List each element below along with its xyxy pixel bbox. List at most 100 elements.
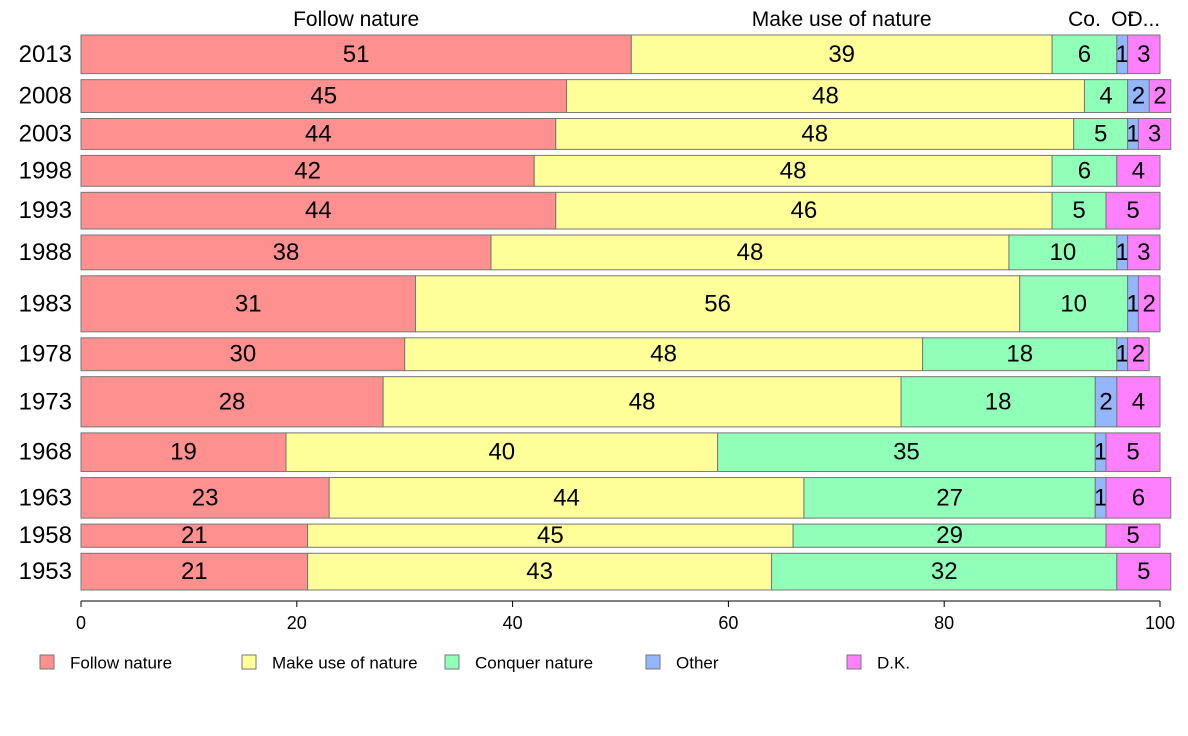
bar-segment <box>1073 117 1129 150</box>
bar-row: 45 48 4 2 2 <box>80 79 1172 113</box>
data-label: 5 <box>1137 558 1150 585</box>
bar-segment <box>490 234 1010 271</box>
data-label: 4 <box>1132 388 1145 415</box>
bar-segment <box>80 275 416 333</box>
legend-label: Other <box>676 654 719 673</box>
bar-segment <box>630 34 1053 75</box>
data-label: 6 <box>1078 41 1091 68</box>
legend-swatch <box>39 654 55 670</box>
data-label: 5 <box>1094 120 1107 147</box>
y-tick-label: 1968 <box>19 439 72 466</box>
y-tick-label: 1963 <box>19 484 72 511</box>
bar-segment <box>285 432 719 473</box>
bar-segment <box>80 79 568 113</box>
legend: Follow nature Make use of nature Conquer n… <box>39 654 910 673</box>
y-tick-label: 1958 <box>19 522 72 549</box>
data-label: 28 <box>219 388 246 415</box>
bar-segment <box>1051 154 1118 187</box>
data-label: 48 <box>801 120 828 147</box>
bar-row: 23 44 27 1 6 <box>80 477 1172 519</box>
legend-swatch <box>846 654 862 670</box>
bar-row: 28 48 18 2 4 <box>80 376 1161 428</box>
data-label: 51 <box>343 41 370 68</box>
data-label: 38 <box>273 239 300 266</box>
data-label: 39 <box>828 41 855 68</box>
data-label: 48 <box>650 341 677 368</box>
bar-segment <box>80 154 535 187</box>
data-label: 23 <box>192 484 219 511</box>
data-label: 18 <box>985 388 1012 415</box>
bar-segment <box>80 117 557 150</box>
data-label: 48 <box>812 83 839 110</box>
bar-segment <box>1008 234 1118 271</box>
bar-row: 44 48 5 1 3 <box>80 117 1172 150</box>
data-label: 21 <box>181 522 208 549</box>
y-tick-label: 1983 <box>19 290 72 317</box>
y-tick-label: 2013 <box>19 41 72 68</box>
data-label: 35 <box>893 439 920 466</box>
bar-segment <box>80 477 330 519</box>
y-axis-labels: 2013 2008 2003 1998 1993 1988 1983 1978 1973 1968… <box>19 41 72 585</box>
data-label: 5 <box>1126 197 1139 224</box>
bar-segment <box>1105 191 1161 230</box>
data-label: 1 <box>1116 341 1129 368</box>
data-label: 48 <box>737 239 764 266</box>
bar-segment <box>566 79 1085 113</box>
bar-segment <box>1137 117 1172 150</box>
bar-segment <box>1116 376 1161 428</box>
bar-segment <box>382 376 902 428</box>
data-label: 2 <box>1153 83 1166 110</box>
bar-segment <box>771 552 1118 591</box>
legend-label: Make use of nature <box>272 654 418 673</box>
bar-segment <box>80 432 287 473</box>
bar-segment <box>80 234 492 271</box>
bars-area: 51 39 6 1 345 48 4 2 244 48 5 1 342 48 6 444 46 5 538 48 10 1… <box>80 34 1172 591</box>
bar-segment <box>1105 477 1172 519</box>
legend-swatch <box>241 654 257 670</box>
bar-row: 31 56 10 1 2 <box>80 275 1161 333</box>
bar-segment <box>1137 275 1161 333</box>
legend-label: D.K. <box>877 654 910 673</box>
x-tick-label: 0 <box>76 613 86 633</box>
legend-swatch <box>645 654 661 670</box>
bar-segment <box>414 275 1021 333</box>
data-label: 27 <box>936 484 963 511</box>
legend-item: Other <box>645 654 719 673</box>
bar-row: 21 45 29 5 <box>80 522 1161 549</box>
bar-segment <box>555 191 1053 230</box>
data-label: 1 <box>1116 239 1129 266</box>
bar-segment <box>1116 154 1161 187</box>
y-tick-label: 1953 <box>19 558 72 585</box>
bar-segment <box>1105 523 1161 548</box>
data-label: 3 <box>1137 41 1150 68</box>
x-tick-label: 20 <box>287 613 307 633</box>
top-series-label: Follow nature <box>293 8 419 31</box>
data-label: 31 <box>235 290 262 317</box>
legend-item: Follow nature <box>39 654 172 673</box>
data-label: 44 <box>305 120 332 147</box>
bar-row: 38 48 10 1 3 <box>80 234 1161 271</box>
legend-item: Make use of nature <box>241 654 418 673</box>
data-label: 45 <box>537 522 564 549</box>
top-series-label: Ot <box>1111 8 1133 31</box>
y-tick-label: 1993 <box>19 197 72 224</box>
bar-segment <box>80 552 309 591</box>
data-label: 48 <box>780 157 807 184</box>
data-label: 44 <box>553 484 580 511</box>
bar-segment <box>1127 234 1161 271</box>
x-tick-label: 80 <box>934 613 954 633</box>
data-label: 1 <box>1126 290 1139 317</box>
data-label: 42 <box>294 157 321 184</box>
top-series-label: D... <box>1127 8 1160 31</box>
data-label: 44 <box>305 197 332 224</box>
data-label: 40 <box>488 439 515 466</box>
y-tick-label: 1978 <box>19 341 72 368</box>
data-label: 10 <box>1050 239 1077 266</box>
data-label: 32 <box>931 558 958 585</box>
bar-row: 44 46 5 5 <box>80 191 1161 230</box>
bar-segment <box>80 191 557 230</box>
bar-segment <box>1051 191 1107 230</box>
data-label: 6 <box>1132 484 1145 511</box>
bar-segment <box>1105 432 1161 473</box>
data-label: 4 <box>1132 157 1145 184</box>
